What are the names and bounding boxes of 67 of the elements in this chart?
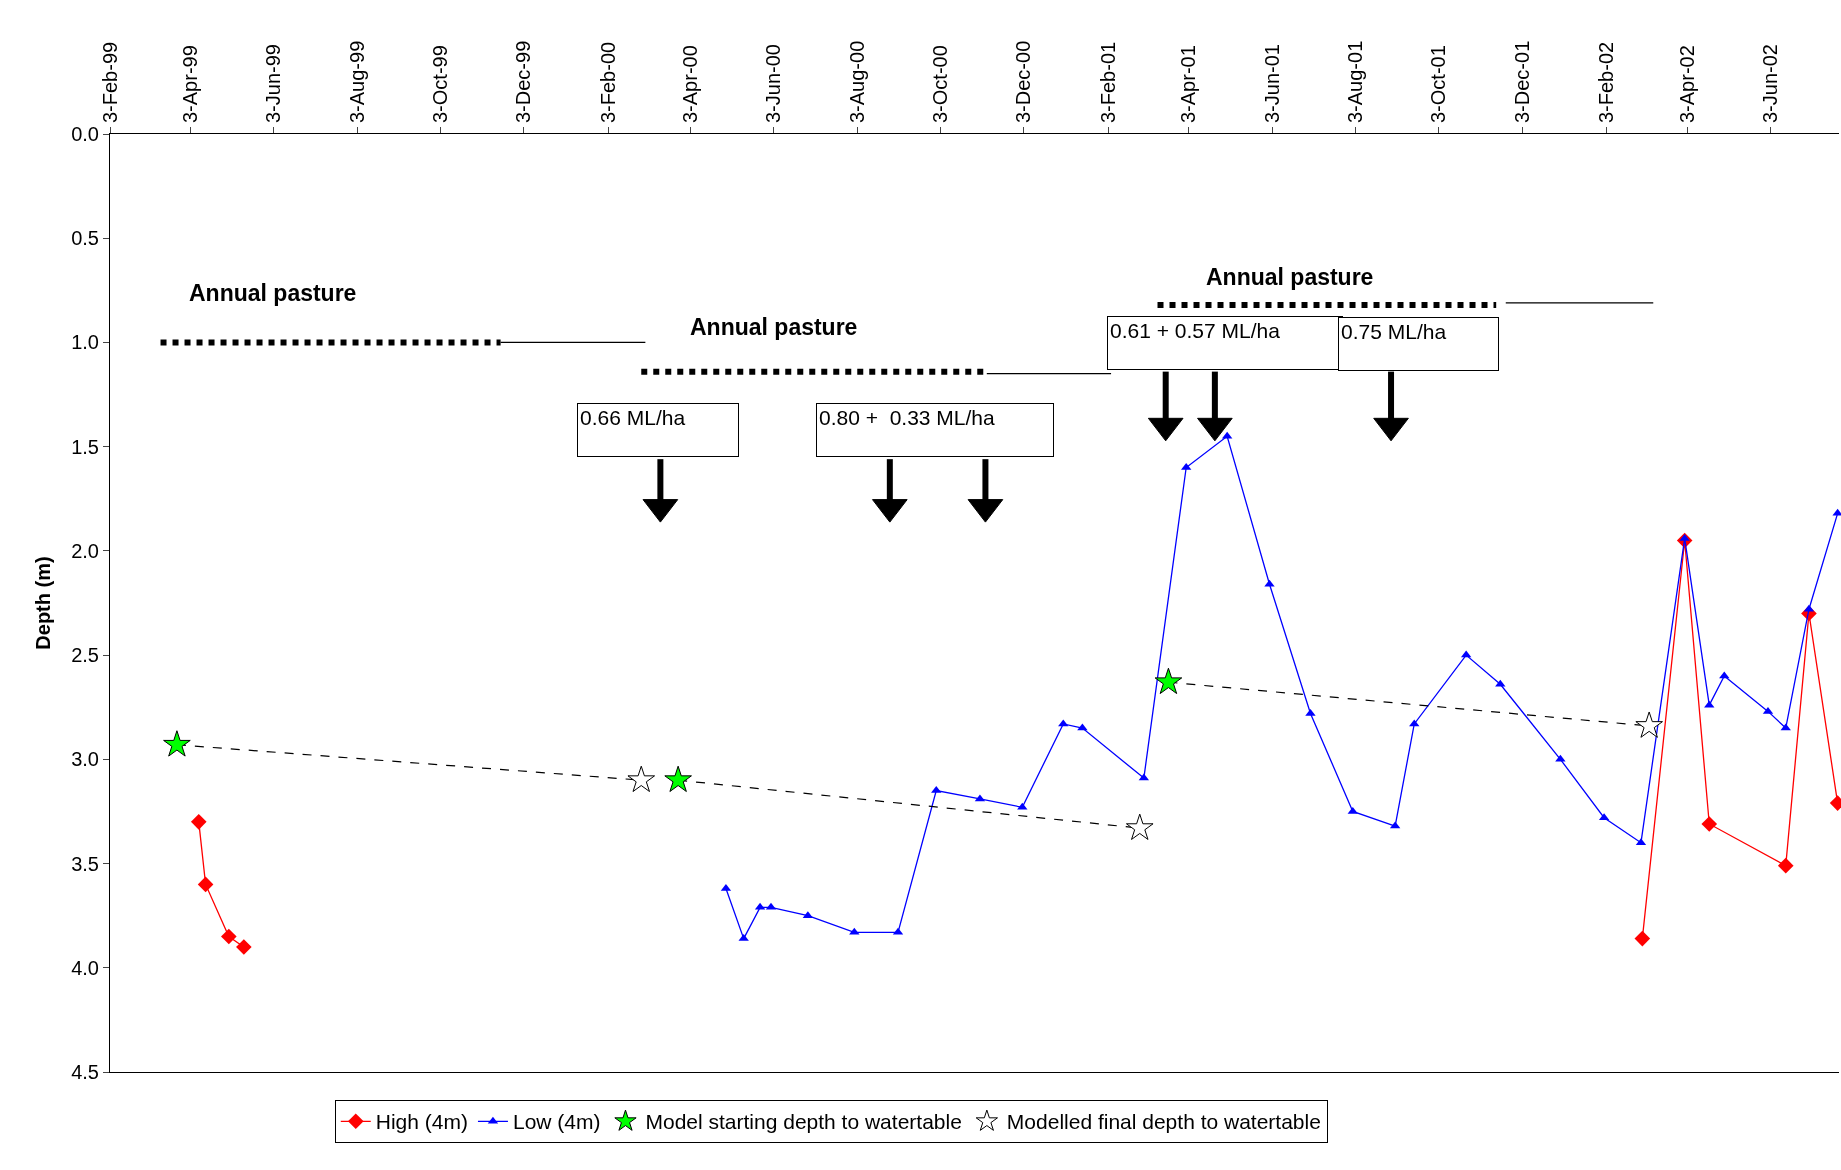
x-tick-label: 3-Apr-01 xyxy=(1177,45,1200,123)
x-tick-label: 3-Dec-01 xyxy=(1510,40,1533,123)
point xyxy=(849,927,860,935)
point xyxy=(1777,857,1794,874)
legend-label: Low (4m) xyxy=(512,1110,601,1134)
point xyxy=(1154,667,1183,695)
point xyxy=(1555,754,1566,762)
annotation: 0.61 + 0.57 ML/ha xyxy=(1110,319,1281,342)
legend-label: Modelled final depth to watertable xyxy=(1006,1110,1321,1134)
x-tick-label: 3-Feb-99 xyxy=(98,41,121,123)
point xyxy=(197,876,214,893)
point xyxy=(627,765,656,793)
y-tick-label: 1.0 xyxy=(71,331,99,354)
y-tick-label: 2.0 xyxy=(71,539,99,562)
y-tick-label: 4.5 xyxy=(71,1061,99,1083)
point xyxy=(1058,719,1069,727)
x-tick-label: 3-Apr-99 xyxy=(179,45,202,123)
point xyxy=(190,814,207,830)
legend-label: High (4m) xyxy=(375,1110,468,1134)
x-tick-label: 3-Aug-00 xyxy=(845,40,868,123)
y-tick-label: 1.5 xyxy=(71,435,99,458)
x-tick-label: 3-Jun-99 xyxy=(262,44,285,123)
point xyxy=(1409,719,1420,727)
point xyxy=(221,928,237,945)
x-tick-label: 3-Aug-99 xyxy=(345,40,368,123)
annotation: Annual pasture xyxy=(690,314,858,340)
x-tick-label: 3-Oct-99 xyxy=(429,45,451,123)
x-tick-label: 3-Feb-01 xyxy=(1096,41,1119,123)
x-tick-label: 3-Aug-01 xyxy=(1344,40,1367,123)
point xyxy=(236,939,252,955)
x-tick-label: 3-Dec-00 xyxy=(1012,40,1035,123)
annotation: 0.75 ML/ha xyxy=(1341,320,1447,343)
y-tick-label: 0.0 xyxy=(71,123,99,145)
point xyxy=(1719,671,1730,679)
legend-label: Model starting depth to watertable xyxy=(645,1110,962,1134)
x-tick-label: 3-Oct-00 xyxy=(928,45,951,123)
x-tick-label: 3-Oct-01 xyxy=(1427,45,1450,123)
x-tick-label: 3-Jun-00 xyxy=(762,44,785,123)
point xyxy=(1017,802,1028,810)
point xyxy=(1832,508,1841,516)
point xyxy=(163,730,191,757)
point xyxy=(1701,816,1718,832)
point xyxy=(664,765,692,793)
x-tick-label: 3-Feb-00 xyxy=(596,41,619,123)
x-tick-label: 3-Jun-01 xyxy=(1260,44,1283,123)
x-tick-label: 3-Apr-02 xyxy=(1675,45,1698,123)
point xyxy=(1634,930,1651,947)
x-tick-label: 3-Feb-02 xyxy=(1595,41,1618,123)
annotation: Annual pasture xyxy=(1206,264,1374,290)
point xyxy=(1125,813,1154,840)
y-tick-label: 3.0 xyxy=(71,748,99,771)
y-tick-label: 2.5 xyxy=(71,644,99,667)
y-axis-title: Depth (m) xyxy=(31,556,54,650)
point xyxy=(1635,711,1663,738)
annotation: Annual pasture xyxy=(189,280,357,306)
point xyxy=(1780,723,1791,731)
point xyxy=(1305,708,1316,716)
y-tick-label: 0.5 xyxy=(71,227,99,250)
x-tick-label: 3-Dec-99 xyxy=(512,40,535,123)
annotation: 0.80 + 0.33 ML/ha xyxy=(819,406,996,429)
x-tick-label: 3-Apr-00 xyxy=(678,45,701,123)
y-tick-label: 4.0 xyxy=(71,956,99,979)
annotation: 0.66 ML/ha xyxy=(580,406,686,429)
point xyxy=(1495,679,1506,687)
point xyxy=(1347,806,1358,814)
y-tick-label: 3.5 xyxy=(71,852,99,875)
x-tick-label: 3-Jun-02 xyxy=(1759,44,1782,123)
